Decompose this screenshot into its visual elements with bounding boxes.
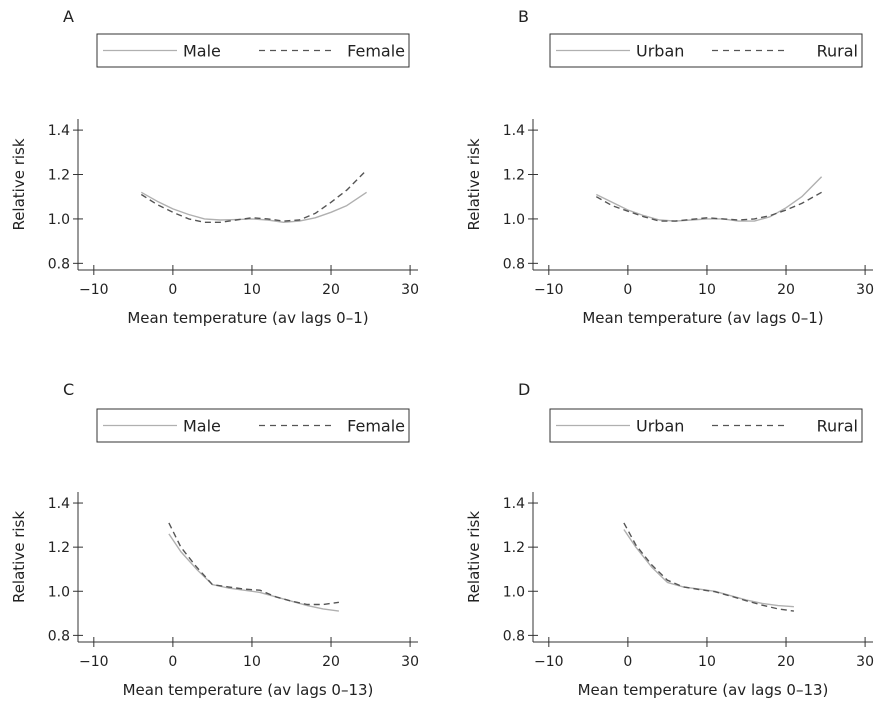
legend-label-urban: Urban xyxy=(636,42,684,61)
legend-box xyxy=(549,33,863,68)
x-axis-label: Mean temperature (av lags 0–1) xyxy=(582,309,823,327)
y-tick-label: 0.8 xyxy=(503,628,525,644)
y-axis-label: Relative risk xyxy=(10,138,28,230)
x-axis-label: Mean temperature (av lags 0–13) xyxy=(578,681,829,699)
y-tick-label: 1.2 xyxy=(48,540,70,556)
y-tick-label: 1.4 xyxy=(503,496,525,512)
x-tick-label: −10 xyxy=(534,282,564,298)
x-tick-label: 20 xyxy=(777,282,795,298)
legend-label-female: Female xyxy=(347,417,405,436)
y-axis-label: Relative risk xyxy=(10,511,28,603)
y-tick-label: 1.0 xyxy=(48,584,70,600)
series-line-female xyxy=(140,169,368,224)
series-line-rural xyxy=(595,191,822,222)
y-tick-label: 1.4 xyxy=(48,496,70,512)
series-line-female xyxy=(168,522,339,606)
y-tick-label: 0.8 xyxy=(48,256,70,272)
panel-letter: B xyxy=(518,7,529,26)
x-tick-label: −10 xyxy=(79,654,109,670)
x-tick-label: 0 xyxy=(623,282,632,298)
x-axis-label: Mean temperature (av lags 0–1) xyxy=(127,309,368,327)
y-tick-label: 0.8 xyxy=(48,628,70,644)
x-axis-label: Mean temperature (av lags 0–13) xyxy=(123,681,374,699)
y-tick-label: 1.0 xyxy=(503,584,525,600)
chart-panel-c: C Male Female 0.8 1.0 1.2 1.4 −10 0 10 20 30 Mean te… xyxy=(10,380,419,699)
y-tick-label: 1.4 xyxy=(48,123,70,139)
legend-label-male: Male xyxy=(183,42,221,61)
y-axis-label: Relative risk xyxy=(465,138,483,230)
panel-letter: D xyxy=(518,380,530,399)
x-tick-label: 30 xyxy=(856,282,874,298)
x-tick-label: 10 xyxy=(243,282,261,298)
legend-box xyxy=(96,33,410,68)
x-tick-label: 10 xyxy=(698,282,716,298)
panel-letter: C xyxy=(63,380,74,399)
legend-label-female: Female xyxy=(347,42,405,61)
panel-letter: A xyxy=(63,7,74,26)
series-line-urban xyxy=(623,529,794,608)
x-tick-label: 0 xyxy=(168,282,177,298)
series-line-rural xyxy=(623,522,794,612)
y-tick-label: 1.0 xyxy=(48,212,70,228)
legend-label-rural: Rural xyxy=(817,42,858,61)
y-tick-label: 1.2 xyxy=(503,168,525,184)
x-tick-label: 20 xyxy=(322,654,340,670)
y-tick-label: 1.0 xyxy=(503,212,525,228)
x-tick-label: 0 xyxy=(168,654,177,670)
x-tick-label: 10 xyxy=(243,654,261,670)
chart-panel-b: B Urban Rural 0.8 1.0 1.2 1.4 −10 0 10 20 30 Mean te… xyxy=(465,7,874,327)
x-tick-label: −10 xyxy=(534,654,564,670)
y-tick-label: 1.2 xyxy=(48,168,70,184)
series-line-urban xyxy=(595,176,823,222)
legend-label-rural: Rural xyxy=(817,417,858,436)
legend-label-male: Male xyxy=(183,417,221,436)
x-tick-label: 30 xyxy=(401,654,419,670)
y-tick-label: 0.8 xyxy=(503,256,525,272)
series-line-male xyxy=(140,191,367,224)
y-axis-label: Relative risk xyxy=(465,511,483,603)
legend-box xyxy=(96,408,410,443)
x-tick-label: 10 xyxy=(698,654,716,670)
chart-panel-d: D Urban Rural 0.8 1.0 1.2 1.4 −10 0 10 20 30 Mean te… xyxy=(465,380,874,699)
x-tick-label: 20 xyxy=(322,282,340,298)
x-tick-label: 20 xyxy=(777,654,795,670)
legend-label-urban: Urban xyxy=(636,417,684,436)
y-tick-label: 1.2 xyxy=(503,540,525,556)
legend-box xyxy=(549,408,863,443)
x-tick-label: 30 xyxy=(856,654,874,670)
series-line-male xyxy=(168,533,339,612)
x-tick-label: −10 xyxy=(79,282,109,298)
x-tick-label: 30 xyxy=(401,282,419,298)
y-tick-label: 1.4 xyxy=(503,123,525,139)
chart-panel-a: A Male Female 0.8 1.0 1.2 1.4 −10 0 10 20 30 Mean te… xyxy=(10,7,419,327)
x-tick-label: 0 xyxy=(623,654,632,670)
